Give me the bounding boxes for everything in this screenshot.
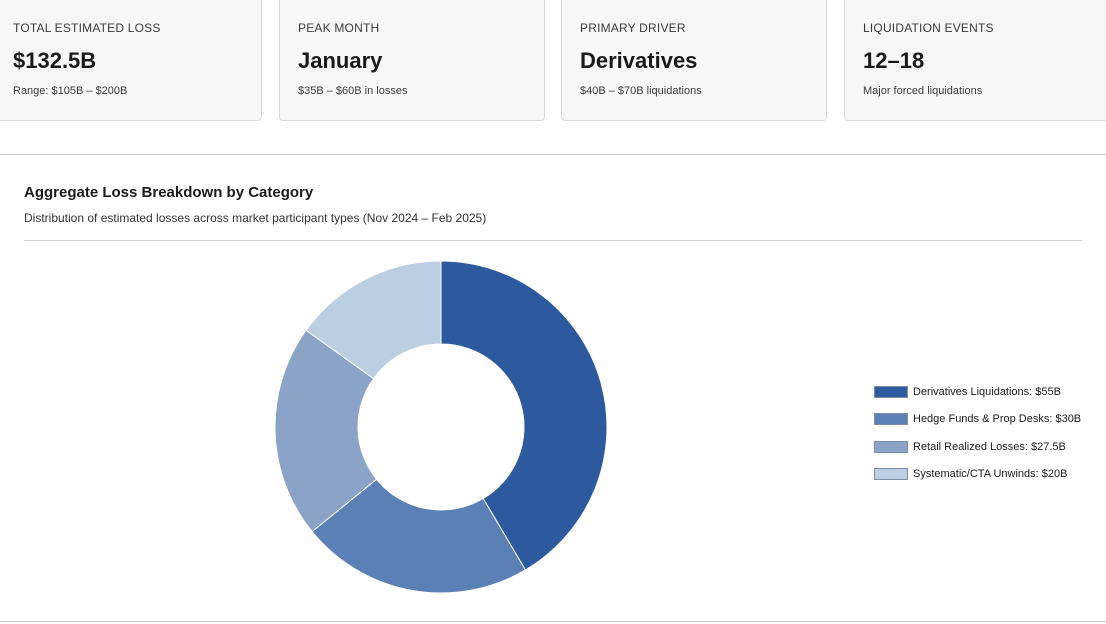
- legend-item: Derivatives Liquidations: $55B: [874, 378, 1081, 406]
- bottom-divider: [0, 621, 1106, 622]
- legend-label: Derivatives Liquidations: $55B: [913, 385, 1061, 398]
- donut-slice-0: [440, 260, 608, 571]
- card-peak-month: PEAK MONTH January $35B – $60B in losses: [279, 0, 545, 121]
- legend-item: Retail Realized Losses: $27.5B: [874, 433, 1081, 461]
- card-label: PEAK MONTH: [298, 21, 380, 35]
- legend-label: Systematic/CTA Unwinds: $20B: [913, 468, 1068, 481]
- donut-slice-1: [311, 478, 527, 594]
- legend-item: Systematic/CTA Unwinds: $20B: [874, 461, 1081, 489]
- legend-swatch: [874, 385, 908, 398]
- card-sub: Major forced liquidations: [863, 85, 983, 97]
- card-value: January: [298, 48, 383, 73]
- card-liquidation-events: LIQUIDATION EVENTS 12–18 Major forced li…: [844, 0, 1106, 121]
- legend-label: Retail Realized Losses: $27.5B: [913, 440, 1066, 453]
- card-label: PRIMARY DRIVER: [580, 21, 686, 35]
- card-value: Derivatives: [580, 48, 698, 73]
- legend-swatch: [874, 413, 908, 426]
- legend-swatch: [874, 440, 908, 453]
- card-primary-driver: PRIMARY DRIVER Derivatives $40B – $70B l…: [561, 0, 827, 121]
- card-value: $132.5B: [13, 48, 97, 73]
- card-label: LIQUIDATION EVENTS: [863, 21, 994, 35]
- chart-title: Aggregate Loss Breakdown by Category: [24, 184, 314, 201]
- section-divider: [0, 154, 1106, 155]
- legend-label: Hedge Funds & Prop Desks: $30B: [913, 413, 1082, 426]
- chart-divider: [24, 240, 1082, 241]
- donut-slice-2: [274, 329, 378, 533]
- card-value: 12–18: [863, 48, 925, 73]
- card-sub: $40B – $70B liquidations: [580, 85, 702, 97]
- chart-legend: Derivatives Liquidations: $55B Hedge Fund…: [874, 378, 1081, 488]
- card-total-loss: TOTAL ESTIMATED LOSS $132.5B Range: $105…: [0, 0, 262, 121]
- chart-header: Aggregate Loss Breakdown by Category Dis…: [24, 184, 1082, 225]
- donut-slice-3: [305, 260, 442, 380]
- card-sub: $35B – $60B in losses: [298, 85, 408, 97]
- legend-swatch: [874, 468, 908, 481]
- summary-cards: TOTAL ESTIMATED LOSS $132.5B Range: $105…: [0, 0, 1106, 122]
- card-label: TOTAL ESTIMATED LOSS: [13, 21, 161, 35]
- legend-item: Hedge Funds & Prop Desks: $30B: [874, 406, 1081, 434]
- card-sub: Range: $105B – $200B: [13, 85, 128, 97]
- chart-subtitle: Distribution of estimated losses across …: [24, 211, 487, 225]
